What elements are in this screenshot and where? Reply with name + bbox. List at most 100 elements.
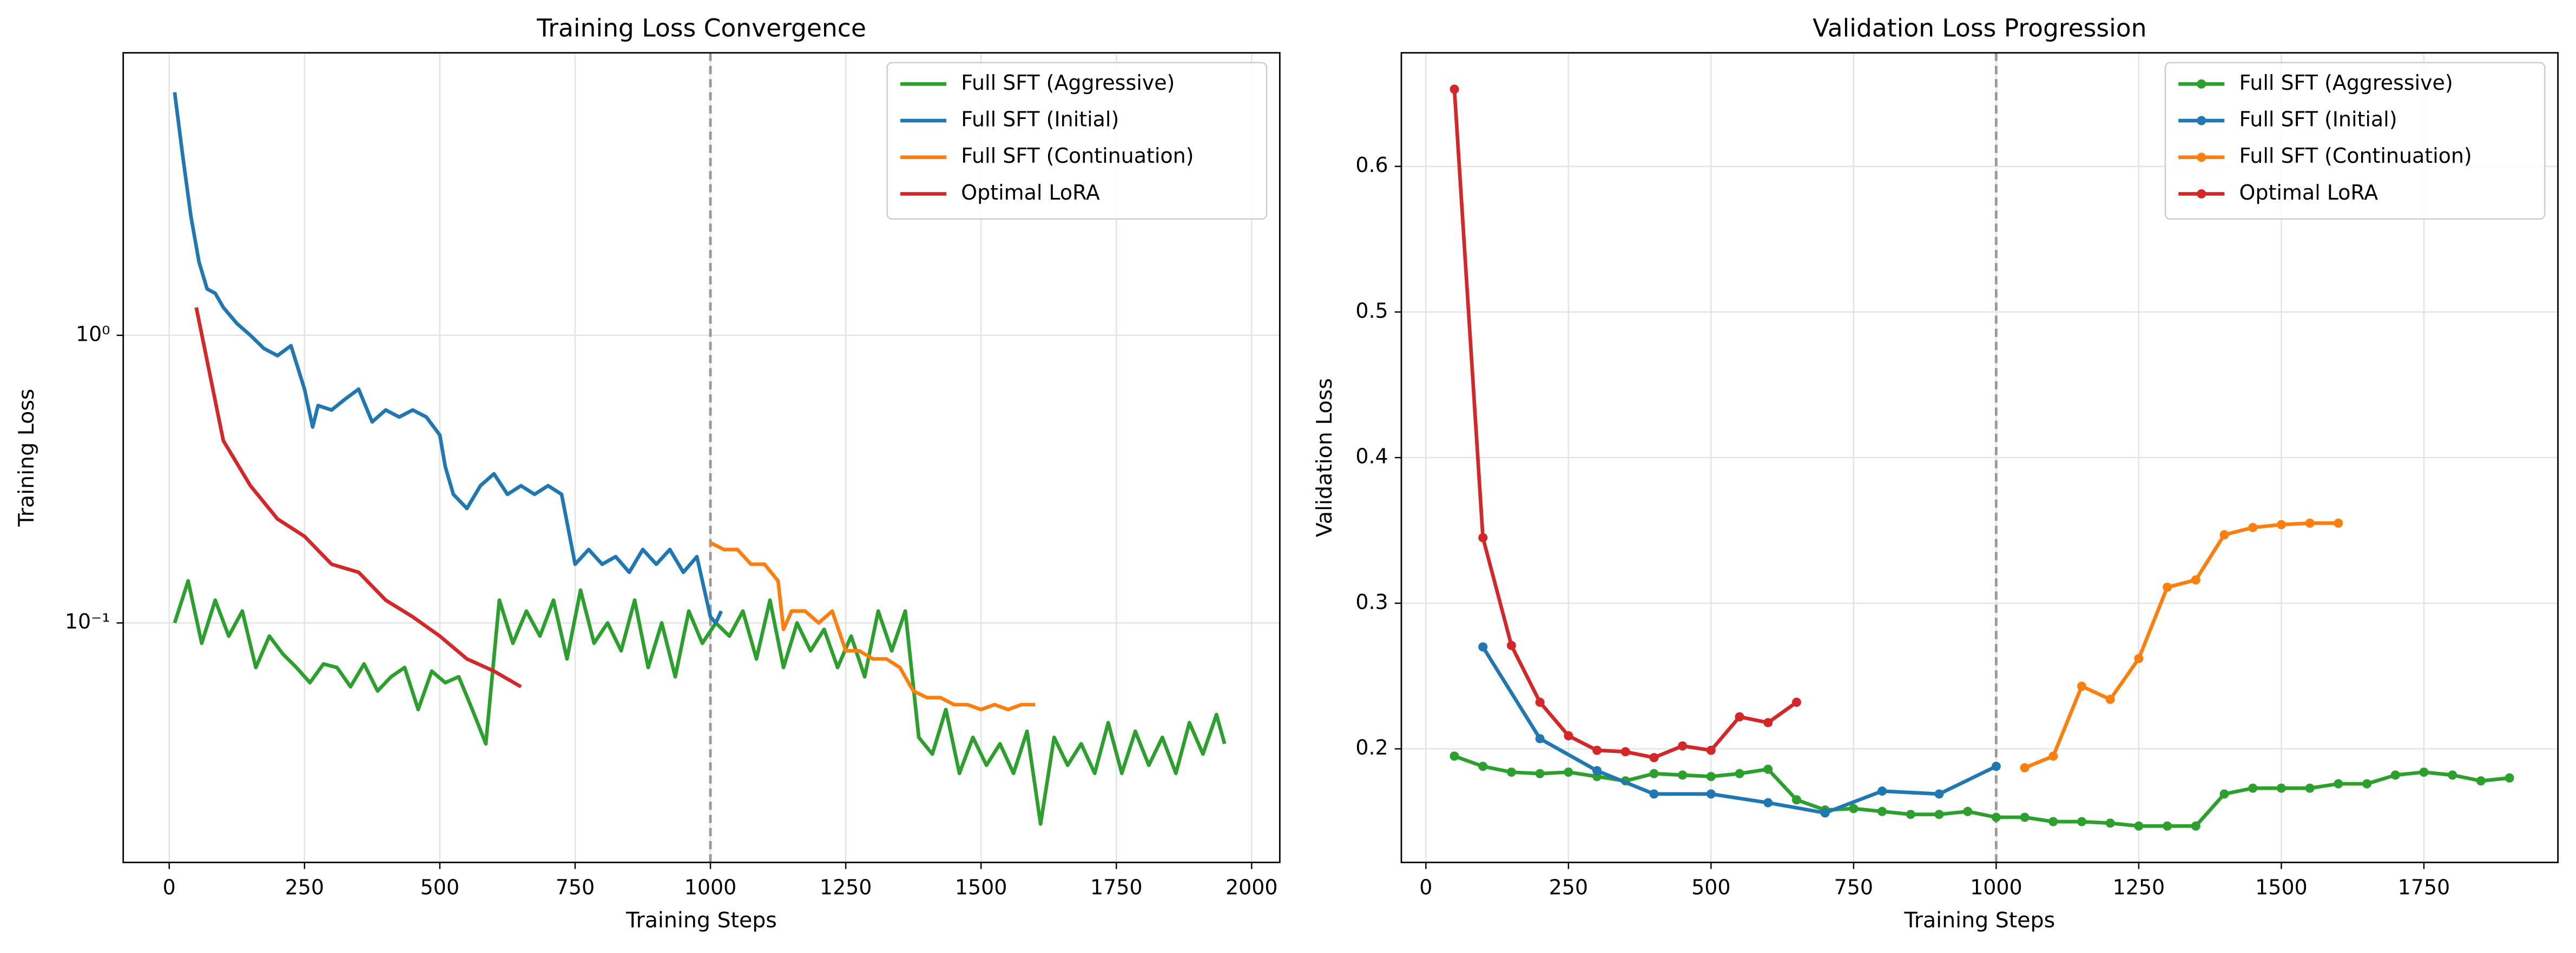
y-tick-label: 10⁻¹: [65, 610, 110, 633]
data-point: [1934, 810, 1944, 819]
data-point: [1564, 731, 1573, 740]
legend-label: Full SFT (Initial): [2239, 108, 2397, 131]
data-point: [1620, 747, 1630, 757]
data-point: [1849, 804, 1859, 813]
data-point: [2191, 821, 2201, 831]
data-point: [1763, 764, 1773, 774]
x-tick-label: 1500: [2255, 876, 2308, 899]
data-point: [2305, 518, 2315, 528]
legend-label: Full SFT (Aggressive): [961, 71, 1175, 95]
x-tick-label: 2000: [1226, 876, 1278, 899]
chart-title: Training Loss Convergence: [536, 14, 866, 43]
x-tick-label: 750: [556, 876, 595, 899]
data-point: [1991, 812, 2001, 822]
series-line: [194, 307, 522, 689]
data-point: [1991, 762, 2001, 771]
data-point: [1963, 806, 1973, 816]
y-tick-label: 0.2: [1355, 736, 1388, 759]
x-tick-label: 0: [163, 876, 176, 899]
x-tick-label: 0: [1419, 876, 1432, 899]
series-line: [173, 579, 1227, 826]
x-tick-label: 1750: [1090, 876, 1143, 899]
data-point: [1592, 766, 1602, 776]
data-point: [1535, 697, 1545, 707]
data-point: [1706, 745, 1716, 755]
legend-box: [2164, 62, 2546, 220]
y-axis-label: Training Loss: [14, 389, 39, 527]
data-point: [1706, 789, 1716, 799]
x-tick-label: 250: [285, 876, 324, 899]
data-point: [2163, 583, 2172, 592]
y-tick-label: 0.3: [1355, 590, 1388, 614]
x-tick-label: 1750: [2398, 876, 2450, 899]
data-point: [1478, 762, 1488, 771]
x-tick-label: 750: [1834, 876, 1873, 899]
plot-frame: [1400, 52, 2559, 863]
y-tick-label: 0.4: [1355, 445, 1388, 468]
data-point: [1763, 718, 1773, 727]
y-tick-label: 0.5: [1355, 299, 1388, 322]
data-point: [1877, 786, 1887, 796]
data-point: [1535, 769, 1545, 778]
data-point: [1934, 789, 1944, 799]
data-point: [1735, 769, 1744, 778]
data-point: [2334, 779, 2343, 789]
data-point: [2505, 773, 2514, 783]
data-point: [2134, 654, 2144, 664]
data-point: [2163, 821, 2172, 831]
x-tick-label: 500: [420, 876, 459, 899]
data-point: [1791, 795, 1801, 805]
legend-label: Optimal LoRA: [961, 181, 1100, 204]
data-point: [1649, 769, 1659, 778]
data-point: [1763, 798, 1773, 808]
x-tick-label: 1000: [684, 876, 737, 899]
series-line: [2024, 521, 2338, 770]
plot-frame: [122, 52, 1281, 863]
data-point: [1592, 745, 1602, 755]
chart-title: Validation Loss Progression: [1813, 14, 2146, 43]
data-point: [2390, 770, 2400, 780]
data-point: [2476, 776, 2486, 786]
legend-box: [886, 62, 1268, 220]
data-point: [2134, 821, 2144, 831]
data-point: [2048, 817, 2058, 826]
data-point: [2105, 694, 2115, 704]
legend-marker: [2197, 153, 2206, 162]
data-point: [2248, 783, 2258, 793]
legend-marker: [2197, 79, 2206, 89]
series-line: [1453, 754, 2510, 828]
legend-label: Full SFT (Initial): [961, 108, 1119, 131]
data-point: [1906, 810, 1915, 819]
data-point: [2020, 812, 2030, 822]
data-point: [1564, 767, 1573, 777]
data-point: [2191, 575, 2201, 585]
x-tick-label: 1250: [820, 876, 872, 899]
x-tick-label: 250: [1549, 876, 1588, 899]
data-point: [2362, 779, 2371, 789]
data-point: [1478, 533, 1488, 542]
legend-label: Full SFT (Aggressive): [2239, 71, 2453, 95]
data-point: [1450, 751, 1459, 761]
data-point: [1706, 772, 1716, 782]
data-point: [2248, 522, 2258, 532]
data-point: [1649, 789, 1659, 799]
legend-label: Full SFT (Continuation): [961, 144, 1194, 168]
data-point: [1678, 741, 1688, 751]
series-line: [173, 92, 723, 625]
data-point: [1649, 753, 1659, 763]
data-point: [2077, 681, 2086, 691]
data-point: [1678, 770, 1688, 780]
data-point: [2276, 520, 2286, 530]
data-point: [2334, 518, 2343, 528]
x-tick-label: 1250: [2113, 876, 2165, 899]
legend-marker: [2197, 189, 2206, 198]
legend-label: Full SFT (Continuation): [2239, 144, 2472, 168]
data-point: [2219, 789, 2229, 799]
y-tick-label: 10⁰: [76, 322, 110, 346]
data-point: [1877, 806, 1887, 816]
data-point: [1535, 734, 1545, 744]
series-line: [709, 541, 1036, 712]
data-point: [1478, 642, 1488, 652]
